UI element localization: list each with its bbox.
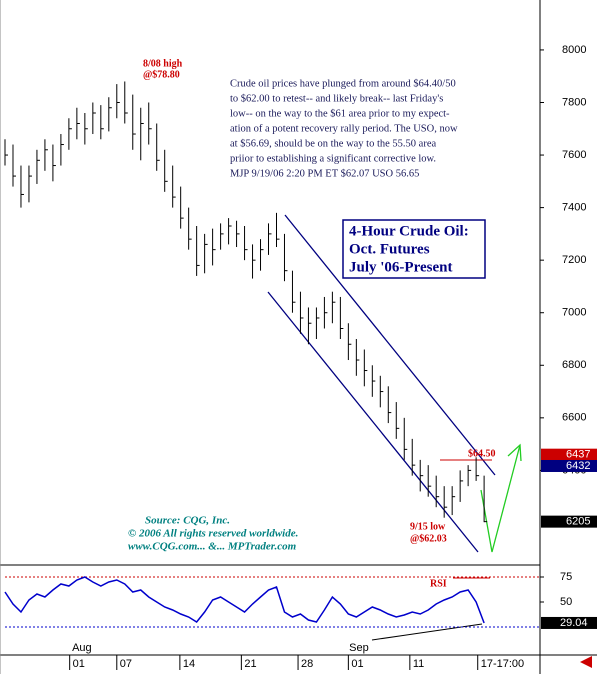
y-tick-label: 7400 [562,202,586,214]
commentary-line: MJP 9/19/06 2:20 PM ET $62.07 USO 56.65 [230,168,419,179]
chart-title: Oct. Futures [349,241,430,257]
y-tick-label: 7800 [562,96,586,108]
rsi-marker-label: 29.04 [560,617,588,629]
rsi-label: RSI [430,578,447,589]
x-tick-label: 28 [301,658,313,670]
chart-title: July '06-Present [349,259,452,275]
commentary-line: low-- on the way to the $61 area prior t… [230,108,450,119]
price-marker-label: 6437 [566,449,590,461]
x-tick-label: 21 [244,658,256,670]
high-note: @$78.80 [143,69,180,80]
rsi-marker-box [541,616,597,629]
commentary-line: to $62.00 to retest-- and likely break--… [230,93,443,104]
low-note: 9/15 low [410,521,446,532]
chart-title: 4-Hour Crude Oil: [349,223,469,239]
price-marker-box [541,448,597,461]
projection-arrowhead [507,443,522,462]
channel-upper [284,214,496,476]
source: © 2006 All rights reserved worldwide. [128,528,298,540]
price-marker-box [541,459,597,472]
price-marker-label: 6432 [566,460,590,472]
x-tick-label: 17-17:00 [481,658,524,670]
x-tick-label: 01 [351,658,363,670]
x-tick-label: 01 [73,658,85,670]
x-tick-label: 11 [413,658,424,670]
rsi-tick-label: 75 [560,571,572,583]
commentary: Crude oil prices have plunged from aroun… [230,78,458,179]
channel-lower [267,291,479,553]
commentary-line: Crude oil prices have plunged from aroun… [230,78,456,89]
high-note: 8/08 high [143,58,183,69]
rsi-line [4,576,485,624]
title-box [342,219,486,279]
month-label: Aug [72,642,92,654]
month-label: Sep [349,642,369,654]
low-note: @$62.03 [410,533,447,544]
x-tick-label: 14 [183,658,195,670]
source: www.CQG.com... &... MPTrader.com [128,541,297,553]
y-tick-label: 7200 [562,254,586,266]
y-tick-label: 8000 [562,44,586,56]
y-tick-label: 7000 [562,307,586,319]
rsi-trendline [371,623,483,641]
price-marker-label: 6205 [566,516,590,528]
commentary-line: ation of a potent recovery rally period.… [230,123,458,134]
source: Source: CQG, Inc. [145,515,230,527]
y-tick-label: 6800 [562,359,586,371]
y-tick-label: 6600 [562,412,586,424]
commentary-line: priior to establishing a significant cor… [230,153,436,164]
y-tick-label: 7600 [562,149,586,161]
price-marker-box [541,515,597,528]
projection-arrow [480,444,521,553]
rsi-tick-label: 50 [560,596,572,608]
scroll-arrow[interactable] [580,656,592,668]
x-tick-label: 07 [120,658,132,670]
level-note: $64.50 [468,448,496,459]
commentary-line: at $56.69, should be on the way to the 5… [230,138,436,149]
